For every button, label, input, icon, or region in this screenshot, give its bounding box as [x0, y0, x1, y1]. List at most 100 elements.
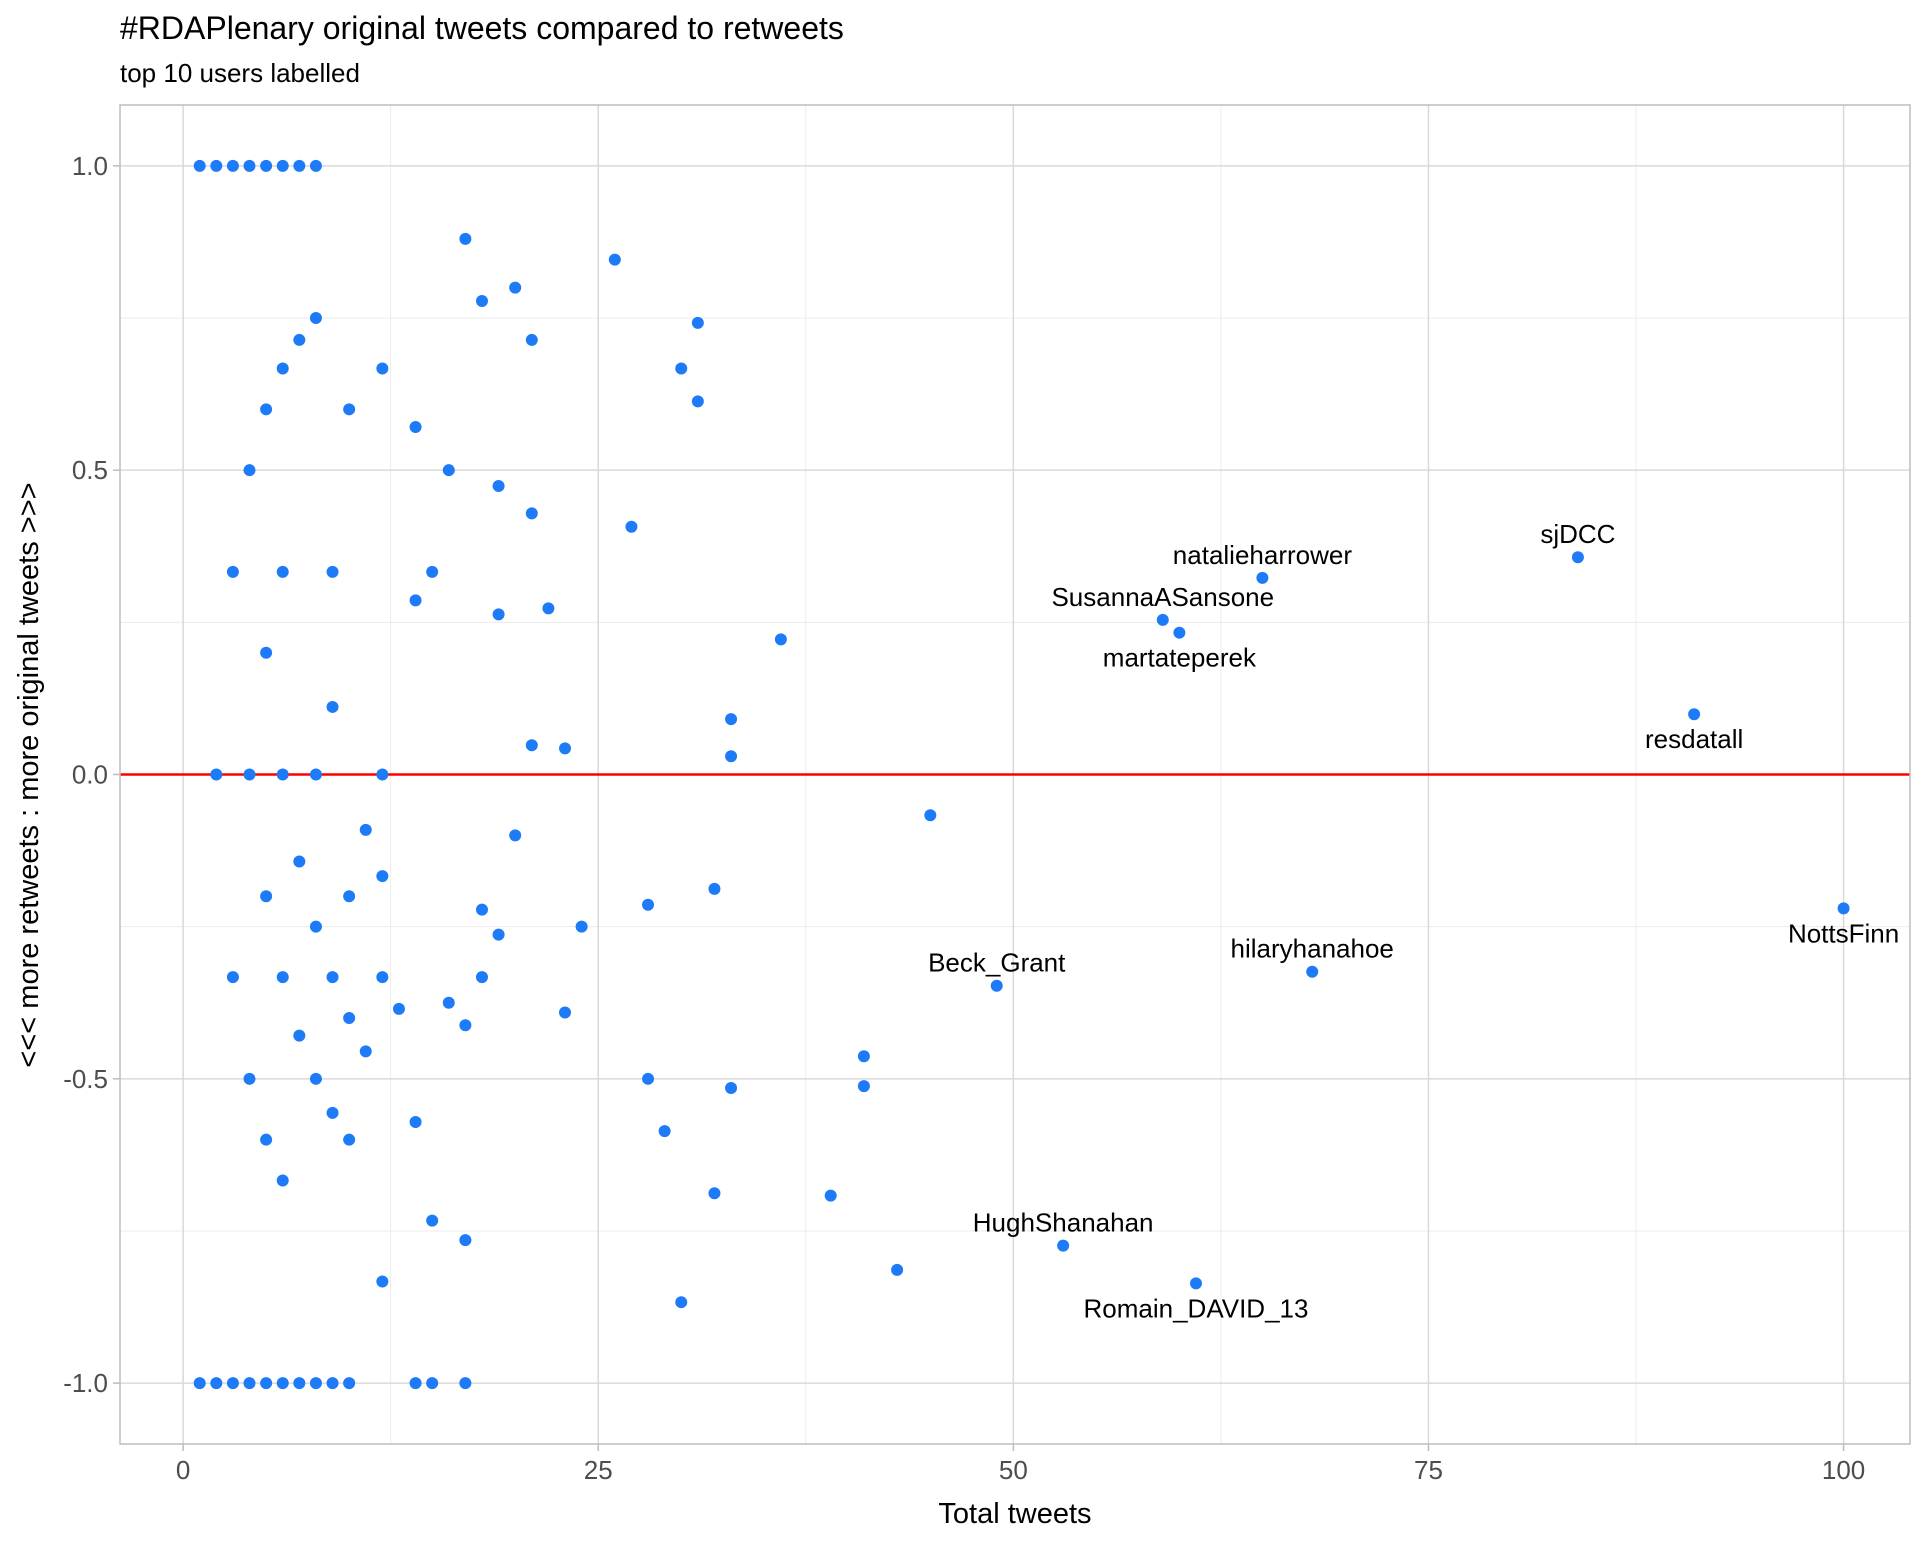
data-point — [309, 1072, 322, 1085]
data-point — [226, 1377, 239, 1390]
x-tick-label: 50 — [999, 1455, 1028, 1485]
data-point — [309, 159, 322, 172]
data-point — [774, 633, 787, 646]
data-point — [575, 920, 588, 933]
data-point — [293, 1029, 306, 1042]
data-point — [675, 362, 688, 375]
data-point — [708, 882, 721, 895]
data-point — [276, 159, 289, 172]
labelled-point — [1306, 965, 1319, 978]
data-point — [857, 1080, 870, 1093]
point-label: martateperek — [1103, 643, 1257, 673]
data-point — [725, 713, 738, 726]
point-labels: sjDCC natalieharrower SusannaASansone marta… — [928, 519, 1899, 1323]
data-point — [343, 1011, 356, 1024]
data-point — [409, 594, 422, 607]
data-point — [376, 362, 389, 375]
data-point — [226, 159, 239, 172]
data-point — [260, 403, 273, 416]
point-label: hilaryhanahoe — [1231, 934, 1394, 964]
data-point — [276, 362, 289, 375]
data-point — [492, 608, 505, 621]
labelled-point — [990, 979, 1003, 992]
data-point — [260, 159, 273, 172]
data-point — [525, 333, 538, 346]
data-point — [326, 565, 339, 578]
data-point — [525, 739, 538, 752]
data-point — [326, 700, 339, 713]
chart-title: #RDAPlenary original tweets compared to … — [120, 10, 844, 46]
data-point — [658, 1125, 671, 1138]
data-point — [509, 281, 522, 294]
data-point — [426, 1377, 439, 1390]
data-point — [625, 520, 638, 533]
chart-subtitle: top 10 users labelled — [120, 58, 360, 88]
data-point — [392, 1002, 405, 1015]
data-point — [260, 1377, 273, 1390]
data-points — [193, 159, 1850, 1390]
data-point — [725, 1081, 738, 1094]
data-point — [276, 1377, 289, 1390]
point-label: SusannaASansone — [1051, 582, 1274, 612]
point-label: resdatall — [1645, 724, 1743, 754]
data-point — [376, 768, 389, 781]
labelled-point — [1156, 613, 1169, 626]
data-point — [559, 1006, 572, 1019]
data-point — [193, 1377, 206, 1390]
data-point — [376, 971, 389, 984]
data-point — [475, 971, 488, 984]
data-point — [409, 420, 422, 433]
data-point — [309, 1377, 322, 1390]
labelled-point — [1837, 902, 1850, 915]
data-point — [475, 294, 488, 307]
data-point — [459, 1019, 472, 1032]
data-point — [509, 829, 522, 842]
y-tick-label: 1.0 — [72, 151, 108, 181]
data-point — [260, 1133, 273, 1146]
data-point — [857, 1050, 870, 1063]
x-tick-label: 25 — [584, 1455, 613, 1485]
data-point — [376, 1275, 389, 1288]
point-label: Romain_DAVID_13 — [1084, 1293, 1309, 1323]
data-point — [326, 971, 339, 984]
data-point — [343, 403, 356, 416]
data-point — [243, 1072, 256, 1085]
labelled-point — [1571, 551, 1584, 564]
data-point — [226, 971, 239, 984]
data-point — [708, 1187, 721, 1200]
data-point — [276, 971, 289, 984]
data-point — [492, 480, 505, 493]
data-point — [359, 1045, 372, 1058]
data-point — [409, 1377, 422, 1390]
point-label: Beck_Grant — [928, 948, 1066, 978]
data-point — [426, 565, 439, 578]
data-point — [559, 742, 572, 755]
data-point — [309, 768, 322, 781]
x-tick-label: 0 — [176, 1455, 190, 1485]
x-tick-label: 75 — [1414, 1455, 1443, 1485]
data-point — [525, 507, 538, 520]
data-point — [293, 855, 306, 868]
data-point — [343, 1133, 356, 1146]
data-point — [475, 903, 488, 916]
data-point — [243, 159, 256, 172]
point-label: HughShanahan — [973, 1208, 1154, 1238]
data-point — [442, 464, 455, 477]
data-point — [293, 1377, 306, 1390]
data-point — [409, 1116, 422, 1129]
data-point — [492, 928, 505, 941]
data-point — [243, 768, 256, 781]
data-point — [691, 395, 704, 408]
data-point — [260, 890, 273, 903]
data-point — [210, 1377, 223, 1390]
data-point — [459, 1377, 472, 1390]
y-tick-label: -0.5 — [63, 1064, 108, 1094]
x-axis-label: Total tweets — [938, 1498, 1091, 1530]
data-point — [824, 1189, 837, 1202]
data-point — [210, 159, 223, 172]
data-point — [343, 1377, 356, 1390]
data-point — [260, 646, 273, 659]
data-point — [725, 750, 738, 763]
